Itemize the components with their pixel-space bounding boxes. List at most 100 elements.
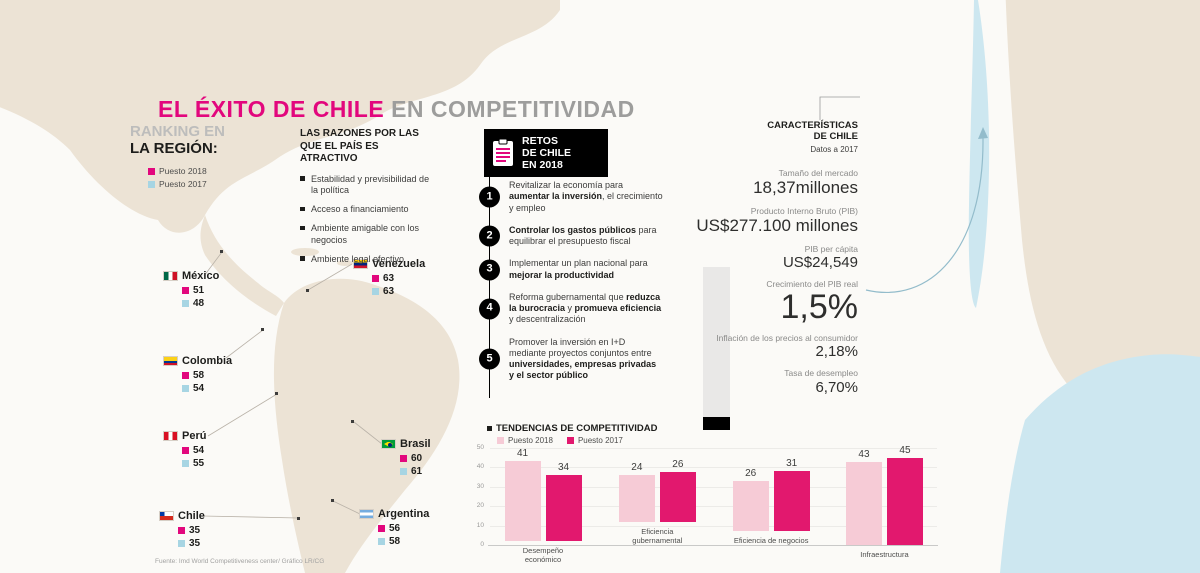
caribbean-islands-shape xyxy=(337,260,353,266)
stat-label: PIB per cápita xyxy=(804,244,858,255)
rank-2018-value: 56 xyxy=(389,522,401,534)
rank-2018: 56 xyxy=(378,523,429,534)
stat-value: 18,37millones xyxy=(753,177,858,197)
bar-2018 xyxy=(504,461,541,541)
country-name: Venezuela xyxy=(372,258,426,270)
reto-item-2: 2 Controlar los gastos públicos para equi… xyxy=(479,225,663,248)
stat-item: Tamaño del mercado 18,37millones xyxy=(640,168,858,198)
rank-2017-value: 48 xyxy=(193,298,205,309)
reto-item-5: 5 Promover la inversión en I+D mediante p… xyxy=(479,337,663,382)
rank-2018-value: 35 xyxy=(189,524,201,536)
stat-value: US$277.100 millones xyxy=(696,216,858,236)
bar-col-2017: 26 xyxy=(659,458,696,522)
venezuela-flag-icon xyxy=(353,259,368,269)
bar-col-2017: 34 xyxy=(545,461,582,541)
bar-group-1: 41 34 Desempeño económico xyxy=(504,448,582,564)
stat-item: Inflación de los precios al consumidor 2,… xyxy=(640,333,858,360)
bar-value-2018: 24 xyxy=(631,462,643,474)
rank-2017: 58 xyxy=(378,536,429,547)
ranking-heading-top: RANKING EN xyxy=(130,123,226,140)
gridline xyxy=(490,467,937,469)
stat-value: 6,70% xyxy=(815,378,858,396)
rank-2017-swatch xyxy=(400,468,407,475)
stat-item: Crecimiento del PIB real 1,5% xyxy=(640,279,858,325)
country-name: México xyxy=(182,270,220,282)
bar-2017 xyxy=(545,474,582,541)
stat-value: 1,5% xyxy=(780,287,859,326)
chart-legend-2018: Puesto 2018 xyxy=(497,436,553,445)
ranking-heading: RANKING EN LA REGIÓN: xyxy=(130,123,226,157)
legend-item-2017: Puesto 2017 xyxy=(148,179,207,189)
stat-item: Producto Interno Bruto (PIB) US$277.100 m… xyxy=(640,206,858,236)
bar-2018 xyxy=(618,475,655,522)
country-name: Brasil xyxy=(400,438,431,450)
country-argentina: Argentina 56 58 xyxy=(359,508,429,547)
vertical-bar-graphic-base xyxy=(703,417,730,430)
rank-2018-swatch xyxy=(400,454,407,462)
rank-2017: 61 xyxy=(400,466,431,477)
y-tick-label: 10 xyxy=(476,521,484,529)
bar-value-2017: 34 xyxy=(557,461,570,473)
country-name: Colombia xyxy=(182,355,233,367)
caracteristicas-section: CARACTERÍSTICAS DE CHILE Datos a 2017 Ta… xyxy=(640,120,858,404)
title-rest: EN COMPETITIVIDAD xyxy=(384,96,635,122)
ranking-legend: Puesto 2018 Puesto 2017 xyxy=(148,166,207,192)
country-chile: Chile 35 35 xyxy=(159,510,205,549)
chart-legend-2017-label: Puesto 2017 xyxy=(577,436,623,445)
rank-2018: 54 xyxy=(182,445,206,456)
reason-item: Estabilidad y previsibilidad de la polít… xyxy=(300,174,438,197)
chart-bar-groups: 41 34 Desempeño económico 24 26 Eficiencia gu… xyxy=(490,444,937,564)
stats-list: Tamaño del mercado 18,37millones Producto … xyxy=(640,168,858,396)
bar-value-2018: 43 xyxy=(858,448,870,460)
bar-2017 xyxy=(659,471,696,522)
reasons-section: LAS RAZONES POR LAS QUE EL PAÍS ES ATRAC… xyxy=(300,128,438,273)
legend-2017-swatch xyxy=(148,180,155,188)
rank-2018-swatch xyxy=(182,286,189,294)
bar-category-label: Desempeño económico xyxy=(522,545,564,564)
ranking-heading-bottom: LA REGIÓN: xyxy=(130,139,218,157)
legend-item-2018: Puesto 2018 xyxy=(148,166,207,176)
chart-legend-2017-swatch xyxy=(566,437,574,444)
gridline xyxy=(490,525,937,527)
chart-legend: Puesto 2018 Puesto 2017 xyxy=(497,436,623,445)
gridline xyxy=(490,448,937,449)
rank-2017-value: 54 xyxy=(193,383,205,394)
bar-value-2017: 45 xyxy=(899,444,911,456)
rank-2017-value: 35 xyxy=(189,538,201,549)
reto-number-badge: 3 xyxy=(479,259,500,280)
rank-2018-swatch xyxy=(182,446,189,454)
country-mexico: México 51 48 xyxy=(163,270,219,309)
reto-item-3: 3 Implementar un plan nacional para mejor… xyxy=(479,258,663,281)
stat-item: PIB per cápita US$24,549 xyxy=(640,244,858,271)
country-venezuela: Venezuela 63 63 xyxy=(353,258,425,297)
rank-2018: 51 xyxy=(182,285,219,296)
heading-bracket-line xyxy=(819,96,860,120)
chile-strip-highlight xyxy=(968,0,990,308)
rank-2018-value: 63 xyxy=(383,272,395,284)
mexico-flag-icon xyxy=(163,271,178,281)
bar-value-2017: 26 xyxy=(672,458,684,470)
reasons-heading: LAS RAZONES POR LAS QUE EL PAÍS ES ATRAC… xyxy=(300,128,419,164)
reasons-list: Estabilidad y previsibilidad de la polít… xyxy=(300,174,438,266)
rank-2018-value: 60 xyxy=(411,452,423,464)
reason-item: Ambiente amigable con los negocios xyxy=(300,223,438,246)
bar-2017 xyxy=(773,470,810,531)
bar-value-2018: 26 xyxy=(745,467,757,479)
reto-text: Controlar los gastos públicos para equil… xyxy=(509,224,657,246)
bar-value-2017: 31 xyxy=(786,457,798,469)
argentina-flag-icon xyxy=(359,509,374,519)
y-tick-label: 30 xyxy=(476,482,484,490)
bar-group-3: 26 31 Eficiencia de negocios xyxy=(732,448,810,545)
legend-2018-swatch xyxy=(148,167,155,175)
caracteristicas-subtitle: Datos a 2017 xyxy=(810,144,858,154)
rank-2017: 55 xyxy=(182,458,206,469)
country-map-dots xyxy=(220,250,354,520)
rank-2018-swatch xyxy=(178,526,185,534)
y-tick-label: 0 xyxy=(480,541,484,548)
rank-2018-swatch xyxy=(182,371,189,379)
reto-text: Reforma gubernamental que reduzca la bur… xyxy=(509,291,662,325)
rank-2018: 63 xyxy=(372,273,425,284)
gridline xyxy=(490,506,937,508)
rank-2017: 48 xyxy=(182,298,219,309)
